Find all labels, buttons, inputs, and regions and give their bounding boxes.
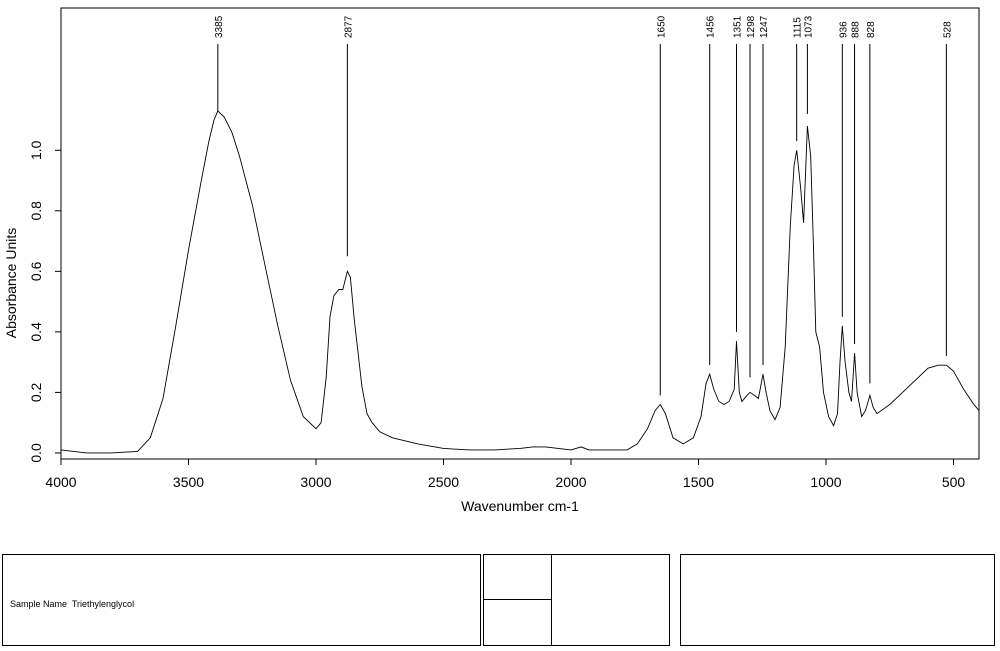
x-tick-label: 1500 (683, 474, 714, 490)
x-tick-label: 2500 (428, 474, 459, 490)
info-box-middle (551, 554, 670, 646)
peak-label: 528 (942, 21, 953, 38)
peak-label: 936 (838, 21, 849, 38)
y-tick-label: 0.0 (28, 443, 44, 463)
peak-label: 1247 (759, 15, 770, 38)
info-box-small-bottom (483, 599, 552, 646)
peak-label: 1073 (803, 15, 814, 38)
y-tick-label: 0.4 (28, 322, 44, 342)
x-tick-label: 500 (942, 474, 966, 490)
plot-frame (60, 7, 980, 460)
sample-name-value: Triethylenglycol (71, 599, 135, 609)
y-tick-label: 0.8 (28, 201, 44, 221)
peak-label: 3385 (214, 15, 225, 38)
y-tick-label: 0.2 (28, 382, 44, 402)
info-box-right (680, 554, 995, 646)
peak-label: 1351 (732, 15, 743, 38)
peak-label: 888 (851, 21, 862, 38)
peak-label: 2877 (343, 15, 354, 38)
peak-label: 1456 (706, 15, 717, 38)
y-tick-label: 1.0 (28, 140, 44, 160)
peak-label: 1650 (656, 15, 667, 38)
sample-info-box: Sample Name Triethylenglycol (2, 554, 481, 646)
sample-name-label: Sample Name (10, 599, 68, 609)
x-tick-label: 3500 (173, 474, 204, 490)
x-tick-label: 2000 (555, 474, 586, 490)
info-box-small-top (483, 554, 552, 600)
peak-label: 1298 (746, 15, 757, 38)
x-tick-label: 3000 (300, 474, 331, 490)
x-axis: 4000 3500 3000 2500 2000 1500 1000 500 (45, 459, 965, 490)
peak-label: 1115 (793, 17, 804, 38)
y-tick-label: 0.6 (28, 261, 44, 281)
x-tick-label: 1000 (810, 474, 841, 490)
x-axis-label: Wavenumber cm-1 (461, 498, 579, 514)
spectrum-line (60, 110, 980, 454)
peak-label: 828 (866, 21, 877, 38)
y-axis: 0.0 0.2 0.4 0.6 0.8 1.0 (28, 140, 61, 463)
sample-name-text: Sample Name Triethylenglycol (10, 599, 134, 609)
y-axis-label: Absorbance Units (3, 228, 19, 339)
ir-spectrum-chart: 4000 3500 3000 2500 2000 1500 1000 500 0.00.20.… (3, 7, 980, 514)
peak-annotations: 3385 2877 1650 1456 1351 1298 1247 1115 1073 936 8… (214, 15, 953, 396)
x-tick-label: 4000 (45, 474, 76, 490)
